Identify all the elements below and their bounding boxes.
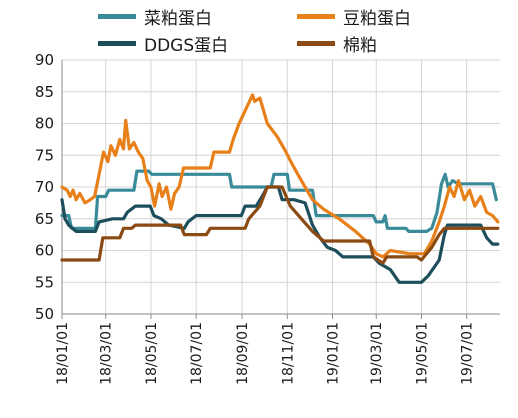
x-tick-label: 18/01/01 (55, 322, 71, 385)
y-tick-label: 70 (35, 178, 54, 196)
x-tick-label: 19/05/01 (414, 322, 430, 385)
legend-label-1: 菜粕蛋白 (144, 8, 212, 29)
x-axis-tick-labels: 18/01/01 18/03/01 18/05/01 18/07/01 18/09/01… (55, 322, 476, 385)
y-tick-label: 85 (35, 83, 54, 101)
y-tick-label: 90 (35, 51, 54, 69)
y-tick-label: 55 (35, 273, 54, 291)
x-tick-label: 18/11/01 (280, 322, 296, 385)
legend-swatch-1 (98, 13, 136, 19)
y-tick-label: 65 (35, 210, 54, 228)
x-tick-label: 18/03/01 (99, 322, 115, 385)
series-lines (60, 93, 500, 284)
legend-item-1: 菜粕蛋白 (98, 6, 212, 29)
legend-swatch-4 (297, 40, 335, 46)
series-line-3 (60, 185, 500, 284)
series-line-1 (60, 169, 498, 233)
legend-label-2: 豆粕蛋白 (343, 8, 411, 29)
x-tick-label: 19/03/01 (369, 322, 385, 385)
legend-item-2: 豆粕蛋白 (297, 6, 411, 29)
legend-swatch-2 (297, 13, 335, 19)
x-tick-label: 18/05/01 (144, 322, 160, 385)
y-tick-label: 75 (35, 146, 54, 164)
legend-label-4: 棉粕 (343, 35, 377, 56)
x-tick-label: 18/07/01 (189, 322, 205, 385)
legend: 菜粕蛋白 豆粕蛋白 DDGS蛋白 棉粕 (0, 0, 518, 60)
y-tick-label: 80 (35, 115, 54, 133)
legend-swatch-3 (98, 40, 136, 46)
series-line-2 (60, 93, 500, 259)
series-line-4 (60, 185, 500, 265)
y-tick-label: 50 (35, 305, 54, 323)
x-tick-label: 19/07/01 (460, 322, 476, 385)
x-tick-label: 18/09/01 (235, 322, 251, 385)
y-tick-label: 60 (35, 242, 54, 260)
y-axis-tick-labels: 50 55 60 65 70 75 80 85 90 (35, 51, 54, 323)
legend-label-3: DDGS蛋白 (144, 35, 229, 56)
legend-item-4: 棉粕 (297, 33, 377, 56)
x-tick-label: 19/01/01 (326, 322, 342, 385)
legend-item-3: DDGS蛋白 (98, 33, 229, 56)
